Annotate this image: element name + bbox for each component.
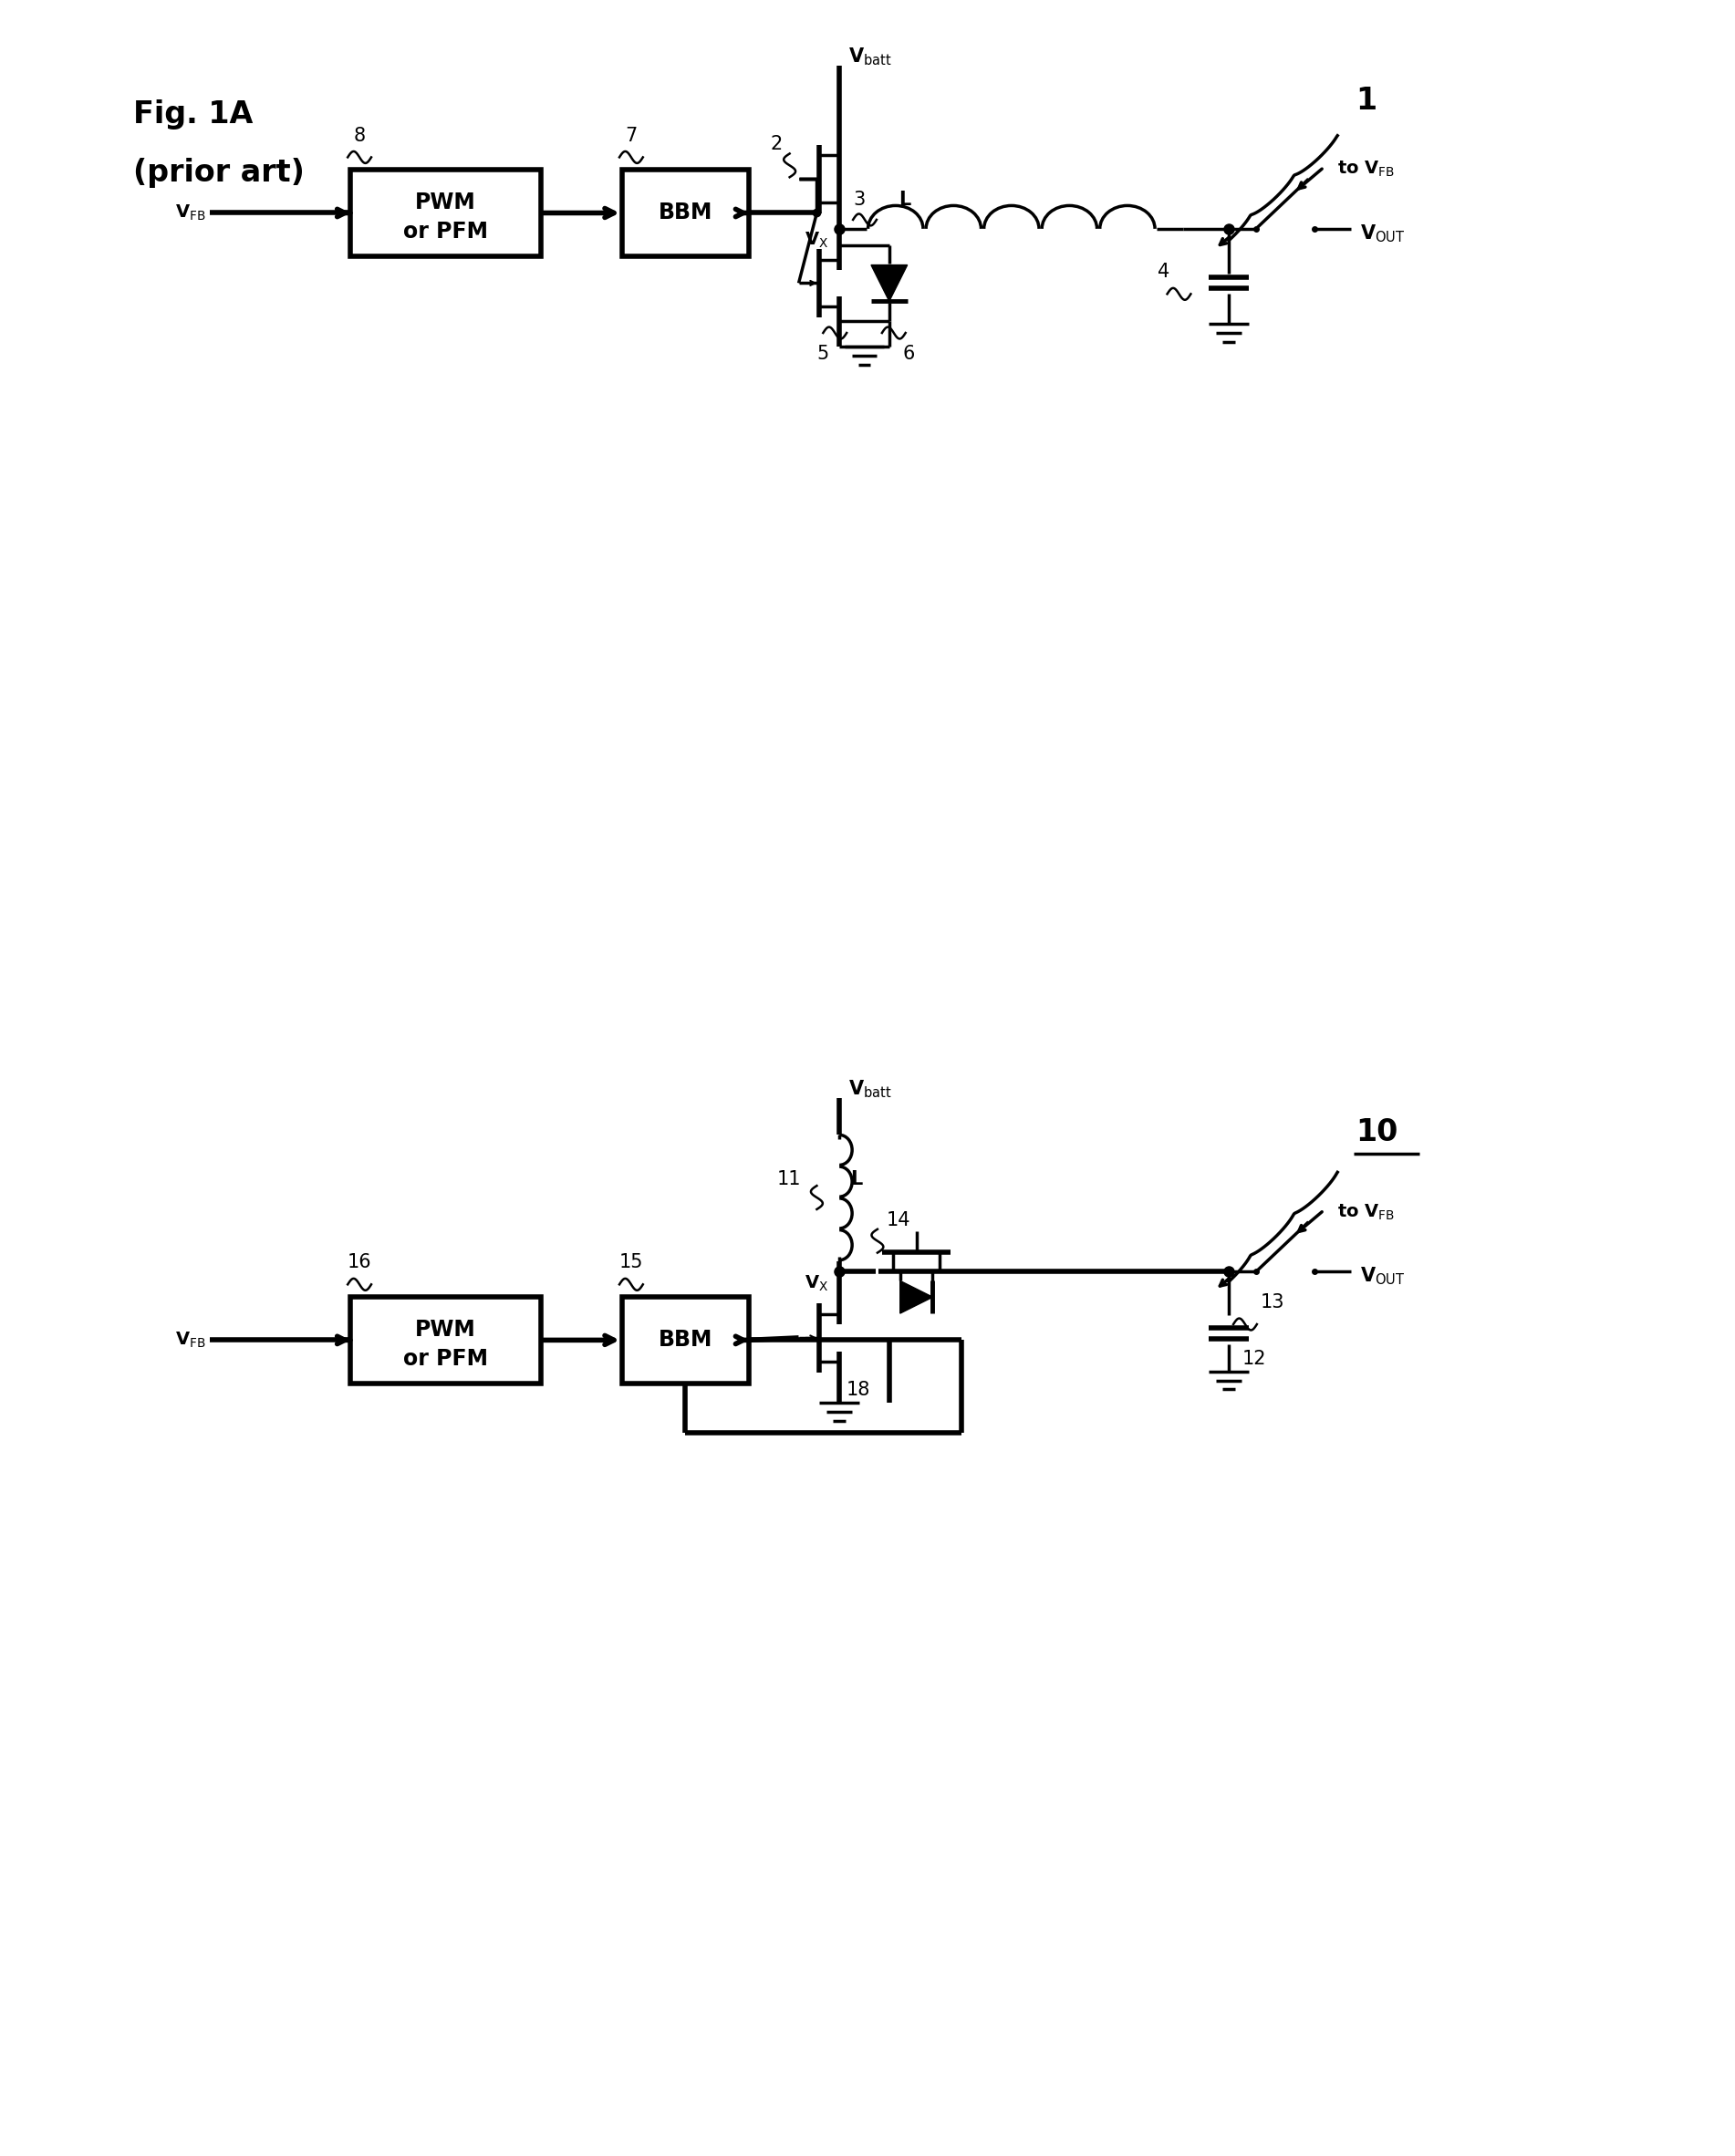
Polygon shape [871, 265, 907, 302]
Text: 5: 5 [817, 345, 829, 362]
Text: V$_{\mathsf{X}}$: V$_{\mathsf{X}}$ [805, 231, 829, 250]
Text: 7: 7 [625, 127, 637, 144]
Text: BBM: BBM [658, 203, 713, 224]
Bar [350, 170, 541, 257]
Text: or PFM: or PFM [403, 220, 488, 244]
Text: 13: 13 [1261, 1294, 1284, 1311]
Text: 2: 2 [770, 136, 782, 153]
Text: V$_{\mathsf{FB}}$: V$_{\mathsf{FB}}$ [175, 1330, 205, 1350]
Text: V$_{\mathsf{OUT}}$: V$_{\mathsf{OUT}}$ [1360, 222, 1405, 244]
Text: 12: 12 [1242, 1350, 1267, 1367]
Text: 16: 16 [347, 1253, 371, 1272]
Text: 3: 3 [854, 190, 866, 209]
Text: V$_{\mathsf{OUT}}$: V$_{\mathsf{OUT}}$ [1360, 1266, 1405, 1287]
Text: PWM: PWM [415, 192, 475, 213]
Text: PWM: PWM [415, 1319, 475, 1341]
Text: 18: 18 [847, 1382, 871, 1399]
Text: V$_{\mathsf{FB}}$: V$_{\mathsf{FB}}$ [175, 203, 205, 222]
Text: or PFM: or PFM [403, 1348, 488, 1369]
Bar [350, 1298, 541, 1384]
Bar [623, 1298, 750, 1384]
Text: L: L [850, 1171, 862, 1188]
Text: BBM: BBM [658, 1328, 713, 1352]
Text: 10: 10 [1355, 1117, 1398, 1147]
Polygon shape [900, 1281, 933, 1313]
Text: to V$_{\mathsf{FB}}$: to V$_{\mathsf{FB}}$ [1338, 160, 1395, 179]
Text: 1: 1 [1355, 86, 1376, 116]
Text: V$_{\mathsf{batt}}$: V$_{\mathsf{batt}}$ [848, 45, 892, 67]
Text: (prior art): (prior art) [134, 157, 304, 188]
Text: 11: 11 [777, 1171, 802, 1188]
Text: 15: 15 [619, 1253, 644, 1272]
Text: 8: 8 [354, 127, 366, 144]
Text: to V$_{\mathsf{FB}}$: to V$_{\mathsf{FB}}$ [1338, 1203, 1395, 1222]
Text: V$_{\mathsf{batt}}$: V$_{\mathsf{batt}}$ [848, 1078, 892, 1100]
Text: 4: 4 [1157, 263, 1169, 280]
Bar [623, 170, 750, 257]
Text: Fig. 1A: Fig. 1A [134, 99, 253, 129]
Text: 6: 6 [902, 345, 916, 362]
Text: L: L [899, 190, 911, 209]
Text: V$_{\mathsf{X}}$: V$_{\mathsf{X}}$ [805, 1274, 829, 1294]
Text: 14: 14 [887, 1212, 911, 1229]
